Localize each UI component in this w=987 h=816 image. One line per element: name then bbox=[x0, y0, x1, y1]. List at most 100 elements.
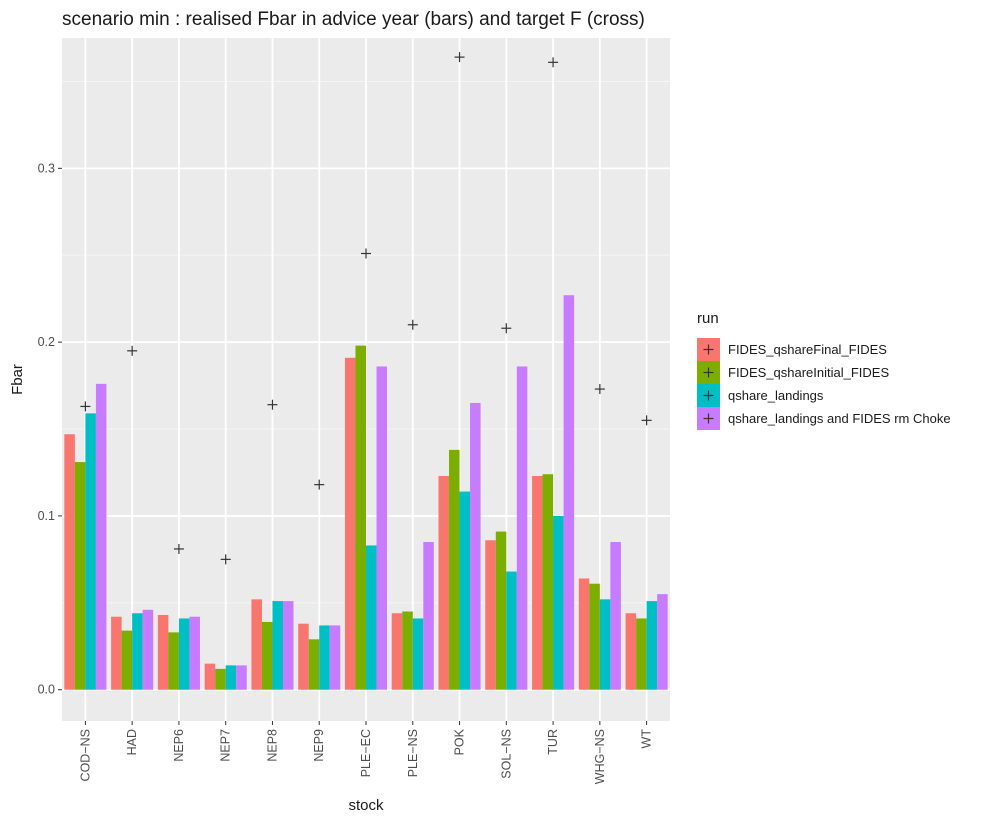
x-tick-label: NEP8 bbox=[265, 729, 279, 762]
target-f-cross bbox=[501, 323, 512, 334]
bar bbox=[657, 594, 668, 690]
legend-label: FIDES_qshareInitial_FIDES bbox=[728, 365, 889, 380]
bar bbox=[121, 630, 133, 690]
target-f-cross bbox=[314, 479, 325, 490]
bar bbox=[423, 541, 434, 690]
bar bbox=[189, 616, 200, 690]
x-tick-label: TUR bbox=[546, 729, 560, 755]
x-tick-label: HAD bbox=[125, 729, 139, 755]
bar bbox=[402, 611, 413, 690]
target-f-cross bbox=[361, 248, 371, 259]
bar bbox=[85, 413, 96, 690]
bar bbox=[625, 613, 637, 690]
x-tick-label: SOL−NS bbox=[499, 729, 513, 779]
target-f-cross bbox=[80, 401, 91, 412]
bar bbox=[157, 614, 169, 690]
x-tick-label: NEP9 bbox=[312, 729, 326, 762]
bar bbox=[589, 583, 600, 690]
bar bbox=[168, 632, 179, 690]
y-axis: 0.0 0.1 0.2 0.3 bbox=[38, 161, 62, 697]
target-f-cross bbox=[220, 554, 231, 565]
bar bbox=[459, 491, 471, 690]
bar bbox=[376, 366, 388, 690]
target-crosses-layer bbox=[80, 52, 652, 565]
bar bbox=[355, 345, 366, 690]
target-f-cross bbox=[594, 384, 605, 395]
bar bbox=[646, 601, 658, 690]
y-tick-label: 0.2 bbox=[38, 335, 55, 349]
x-axis: COD−NS HAD NEP6 NEP7 NEP8 NEP9 PLE−EC PLE−NS POK… bbox=[78, 721, 654, 784]
bar bbox=[438, 475, 450, 690]
bar bbox=[495, 531, 507, 690]
bar bbox=[236, 665, 247, 690]
target-f-cross bbox=[454, 52, 465, 63]
bar bbox=[142, 609, 154, 690]
x-tick-label: WHG−NS bbox=[593, 729, 607, 784]
bar bbox=[578, 578, 590, 690]
legend-item: qshare_landings bbox=[697, 384, 824, 407]
bar bbox=[449, 449, 460, 690]
bar bbox=[282, 601, 294, 690]
bar bbox=[132, 613, 143, 690]
bar bbox=[366, 545, 377, 690]
legend-item: FIDES_qshareFinal_FIDES bbox=[697, 338, 887, 361]
bar bbox=[319, 625, 330, 690]
x-tick-label: PLE−NS bbox=[406, 729, 420, 777]
bar bbox=[251, 599, 262, 690]
bar bbox=[553, 515, 564, 690]
legend-label: qshare_landings and FIDES rm Choke bbox=[728, 411, 951, 426]
bar bbox=[329, 625, 341, 690]
bar bbox=[516, 366, 528, 690]
bar bbox=[215, 668, 226, 690]
legend-label: qshare_landings bbox=[728, 388, 824, 403]
legend-label: FIDES_qshareFinal_FIDES bbox=[728, 342, 887, 357]
x-tick-label: NEP6 bbox=[172, 729, 186, 762]
target-f-cross bbox=[407, 319, 418, 330]
y-tick-label: 0.3 bbox=[38, 161, 55, 175]
bar bbox=[412, 618, 424, 690]
x-tick-label: NEP7 bbox=[219, 729, 233, 762]
bar bbox=[636, 618, 647, 690]
y-axis-title: Fbar bbox=[9, 364, 26, 395]
bar bbox=[95, 383, 107, 690]
y-tick-label: 0.1 bbox=[38, 509, 55, 523]
bar bbox=[272, 601, 283, 690]
bar bbox=[610, 541, 621, 690]
bar bbox=[563, 295, 575, 690]
bar bbox=[74, 462, 86, 690]
target-f-cross bbox=[267, 399, 278, 410]
legend-title: run bbox=[697, 310, 719, 327]
bar bbox=[64, 434, 75, 690]
legend-item: FIDES_qshareInitial_FIDES bbox=[697, 361, 889, 384]
target-f-cross bbox=[641, 415, 652, 426]
bar bbox=[225, 665, 237, 690]
x-tick-label: WT bbox=[640, 729, 654, 749]
bar bbox=[308, 639, 320, 690]
x-axis-title: stock bbox=[348, 797, 384, 814]
legend: run FIDES_qshareFinal_FIDES FIDES_qshareI… bbox=[697, 310, 951, 430]
y-tick-label: 0.0 bbox=[38, 683, 55, 697]
bar bbox=[391, 613, 403, 690]
bar bbox=[298, 623, 309, 690]
x-tick-label: POK bbox=[453, 728, 467, 755]
bar bbox=[485, 540, 496, 690]
bar bbox=[204, 663, 216, 690]
bar bbox=[599, 599, 611, 690]
x-tick-label: COD−NS bbox=[78, 729, 92, 781]
bar bbox=[178, 618, 190, 690]
bar bbox=[344, 357, 356, 690]
bar bbox=[506, 571, 517, 690]
bar bbox=[542, 474, 554, 690]
bars-layer bbox=[64, 295, 668, 690]
chart-title: scenario min : realised Fbar in advice y… bbox=[62, 9, 645, 30]
target-f-cross bbox=[173, 543, 184, 554]
legend-item: qshare_landings and FIDES rm Choke bbox=[697, 407, 951, 430]
bar bbox=[532, 475, 543, 690]
target-f-cross bbox=[127, 345, 138, 356]
x-tick-label: PLE−EC bbox=[359, 729, 373, 777]
bar bbox=[261, 621, 273, 690]
bar bbox=[111, 616, 122, 690]
target-f-cross bbox=[548, 57, 559, 68]
bar bbox=[470, 402, 481, 690]
